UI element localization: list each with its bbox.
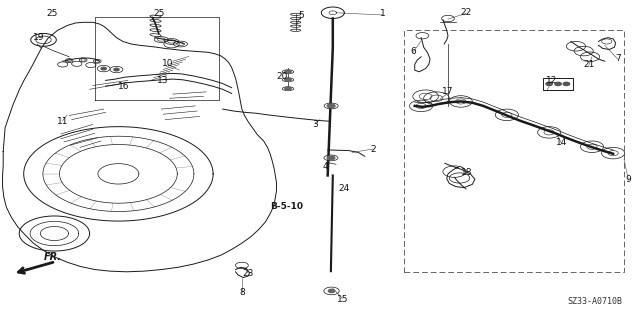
Text: 6: 6 <box>410 47 415 56</box>
Circle shape <box>555 82 561 85</box>
Circle shape <box>327 104 335 108</box>
Text: FR.: FR. <box>44 252 61 262</box>
Text: 25: 25 <box>153 9 164 18</box>
Text: 7: 7 <box>615 54 620 63</box>
Circle shape <box>563 82 570 85</box>
Text: 22: 22 <box>460 8 472 17</box>
Text: 21: 21 <box>583 60 595 69</box>
Text: 13: 13 <box>157 76 169 85</box>
Text: 14: 14 <box>556 138 568 147</box>
Text: 8: 8 <box>239 288 244 297</box>
Circle shape <box>114 68 119 71</box>
Text: 4: 4 <box>323 162 328 171</box>
Text: 24: 24 <box>339 184 350 193</box>
Circle shape <box>285 87 291 90</box>
Text: 20: 20 <box>276 72 287 81</box>
Text: 9: 9 <box>626 175 631 184</box>
Text: 1: 1 <box>380 9 385 18</box>
Text: 5: 5 <box>298 11 303 20</box>
Text: 16: 16 <box>118 82 129 91</box>
Text: B-5-10: B-5-10 <box>270 202 303 211</box>
Bar <box>404 30 624 272</box>
Text: SZ33-A0710B: SZ33-A0710B <box>567 297 622 306</box>
Text: 10: 10 <box>162 59 173 68</box>
Text: 18: 18 <box>461 168 473 177</box>
Text: 12: 12 <box>546 76 557 85</box>
Circle shape <box>285 70 291 73</box>
Circle shape <box>327 156 335 160</box>
Text: 17: 17 <box>442 87 454 96</box>
Circle shape <box>101 67 106 70</box>
Text: 3: 3 <box>312 120 317 129</box>
Text: 2: 2 <box>371 145 376 154</box>
Text: 23: 23 <box>243 269 254 278</box>
Circle shape <box>285 78 291 81</box>
Text: 19: 19 <box>33 33 44 42</box>
Text: 11: 11 <box>57 117 68 126</box>
Text: 15: 15 <box>337 295 348 304</box>
Circle shape <box>546 82 552 85</box>
Text: 25: 25 <box>47 9 58 18</box>
Circle shape <box>328 289 335 293</box>
